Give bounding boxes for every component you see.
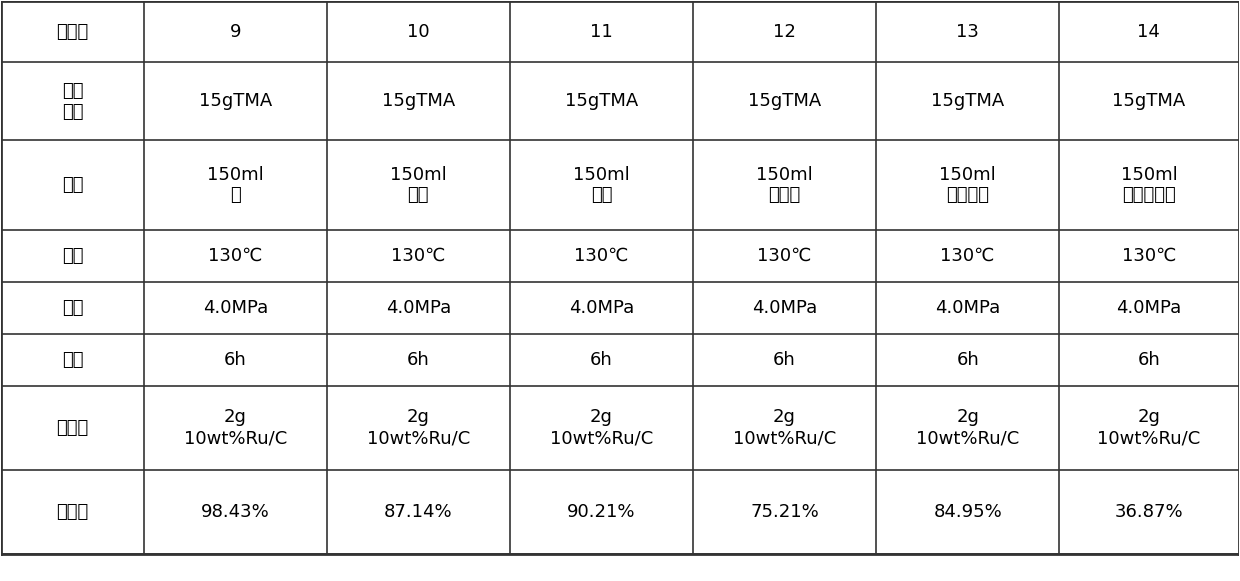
Text: 2g
10wt%Ru/C: 2g 10wt%Ru/C (916, 408, 1019, 447)
Text: 催化剂: 催化剂 (56, 419, 88, 437)
Text: 150ml
乙酸: 150ml 乙酸 (389, 166, 446, 205)
Text: 36.87%: 36.87% (1115, 503, 1183, 521)
Text: 反应
条件: 反应 条件 (62, 82, 83, 120)
Text: 6h: 6h (590, 351, 613, 369)
Text: 时间: 时间 (62, 351, 83, 369)
Text: 130℃: 130℃ (758, 247, 812, 265)
Text: 6h: 6h (407, 351, 430, 369)
Text: 75.21%: 75.21% (750, 503, 818, 521)
Text: 10: 10 (407, 23, 429, 41)
Text: 9: 9 (229, 23, 241, 41)
Text: 6h: 6h (774, 351, 796, 369)
Text: 2g
10wt%Ru/C: 2g 10wt%Ru/C (549, 408, 653, 447)
Text: 6h: 6h (1137, 351, 1161, 369)
Text: 压力: 压力 (62, 299, 83, 317)
Text: 2g
10wt%Ru/C: 2g 10wt%Ru/C (184, 408, 286, 447)
Text: 15gTMA: 15gTMA (1112, 92, 1185, 110)
Text: 2g
10wt%Ru/C: 2g 10wt%Ru/C (367, 408, 470, 447)
Text: 150ml
环戊基甲醚: 150ml 环戊基甲醚 (1121, 166, 1177, 205)
Text: 150ml
乙醇: 150ml 乙醇 (573, 166, 630, 205)
Text: 90.21%: 90.21% (567, 503, 636, 521)
Text: 130℃: 130℃ (940, 247, 994, 265)
Text: 转化率: 转化率 (56, 503, 88, 521)
Text: 实施例: 实施例 (56, 23, 88, 41)
Text: 11: 11 (590, 23, 613, 41)
Text: 14: 14 (1137, 23, 1161, 41)
Text: 4.0MPa: 4.0MPa (569, 299, 634, 317)
Text: 15gTMA: 15gTMA (198, 92, 272, 110)
Text: 150ml
四氢呋喃: 150ml 四氢呋喃 (939, 166, 996, 205)
Text: 12: 12 (773, 23, 796, 41)
Text: 15gTMA: 15gTMA (382, 92, 455, 110)
Text: 130℃: 130℃ (574, 247, 629, 265)
Text: 4.0MPa: 4.0MPa (202, 299, 268, 317)
Text: 15gTMA: 15gTMA (564, 92, 639, 110)
Text: 4.0MPa: 4.0MPa (1116, 299, 1182, 317)
Text: 130℃: 130℃ (391, 247, 445, 265)
Text: 130℃: 130℃ (208, 247, 263, 265)
Text: 150ml
水: 150ml 水 (207, 166, 264, 205)
Text: 130℃: 130℃ (1122, 247, 1176, 265)
Text: 15gTMA: 15gTMA (931, 92, 1004, 110)
Text: 6h: 6h (224, 351, 247, 369)
Text: 4.0MPa: 4.0MPa (935, 299, 1001, 317)
Text: 150ml
异丙醇: 150ml 异丙醇 (756, 166, 813, 205)
Text: 84.95%: 84.95% (934, 503, 1002, 521)
Text: 13: 13 (956, 23, 980, 41)
Text: 温度: 温度 (62, 247, 83, 265)
Text: 4.0MPa: 4.0MPa (386, 299, 451, 317)
Text: 溶剂: 溶剂 (62, 176, 83, 194)
Text: 4.0MPa: 4.0MPa (751, 299, 817, 317)
Text: 98.43%: 98.43% (201, 503, 269, 521)
Text: 2g
10wt%Ru/C: 2g 10wt%Ru/C (1097, 408, 1200, 447)
Text: 6h: 6h (956, 351, 980, 369)
Text: 87.14%: 87.14% (384, 503, 453, 521)
Text: 2g
10wt%Ru/C: 2g 10wt%Ru/C (733, 408, 836, 447)
Text: 15gTMA: 15gTMA (748, 92, 821, 110)
